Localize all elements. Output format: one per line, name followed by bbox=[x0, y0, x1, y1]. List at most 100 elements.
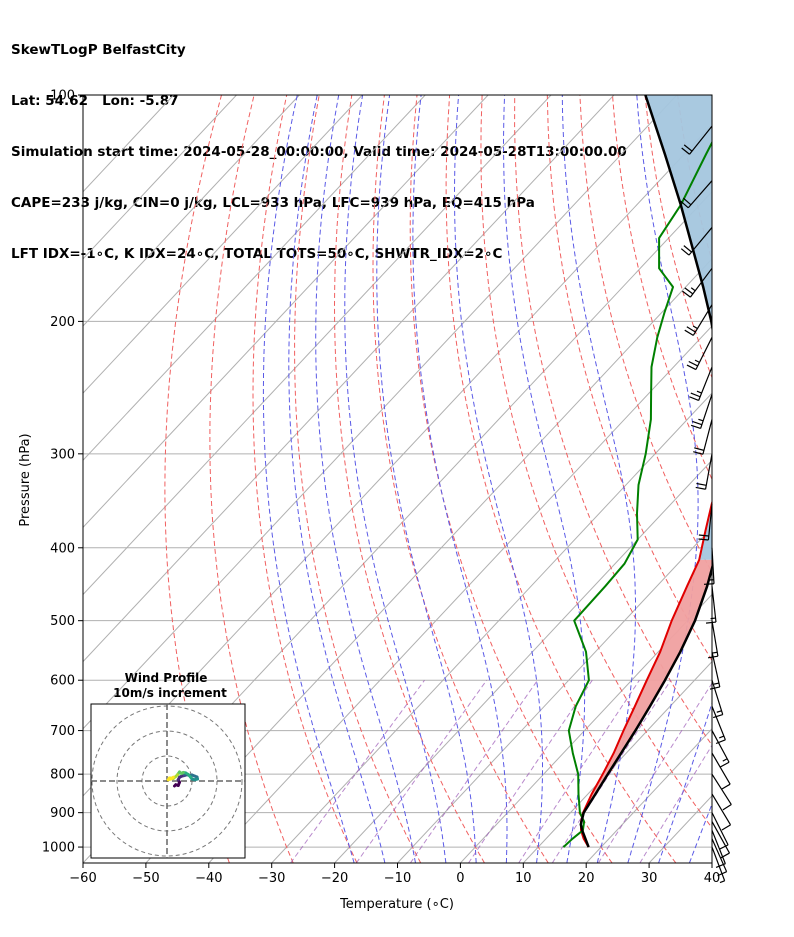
barb-half-flag bbox=[692, 325, 698, 330]
dry-adiabat bbox=[709, 95, 712, 109]
mixing-ratio-line bbox=[290, 679, 425, 863]
barb-flag bbox=[696, 482, 707, 486]
x-tick-label: −20 bbox=[321, 871, 348, 886]
hodograph-inset bbox=[90, 703, 246, 859]
moist-adiabat bbox=[288, 95, 386, 863]
isotherm-line bbox=[83, 95, 552, 596]
barb-staff bbox=[702, 419, 713, 455]
dry-adiabat bbox=[209, 95, 294, 863]
barb-half-flag bbox=[694, 359, 700, 363]
barb-flag bbox=[686, 326, 696, 333]
barb-flag bbox=[707, 655, 719, 659]
isotherm-line bbox=[83, 95, 363, 394]
dry-adiabat bbox=[333, 95, 485, 863]
dry-adiabat bbox=[252, 95, 358, 863]
moist-adiabat bbox=[262, 95, 355, 863]
wind-barb bbox=[684, 304, 713, 336]
wind-barb bbox=[693, 419, 713, 455]
mixing-ratio-line bbox=[518, 679, 640, 863]
y-axis-label: Pressure (hPa) bbox=[18, 433, 33, 526]
mixing-ratio-line bbox=[355, 679, 488, 863]
time-line: Simulation start time: 2024-05-28_00:00:… bbox=[11, 144, 627, 160]
cin-fill bbox=[581, 559, 712, 848]
y-tick-label: 400 bbox=[50, 541, 75, 556]
barb-staff bbox=[689, 125, 713, 155]
isotherm-line bbox=[334, 459, 712, 863]
dry-adiabat bbox=[409, 95, 613, 863]
wind-barb bbox=[680, 180, 713, 209]
barb-flag bbox=[683, 245, 692, 253]
adiabat-lines bbox=[164, 95, 794, 863]
moist-adiabat bbox=[344, 95, 447, 863]
wind-barb bbox=[707, 620, 719, 659]
isotherm-line bbox=[83, 95, 237, 260]
dewpoint-profile bbox=[562, 140, 712, 848]
barb-flag bbox=[719, 761, 730, 768]
dry-adiabat bbox=[445, 95, 677, 863]
y-tick-label: 200 bbox=[50, 315, 75, 330]
barb-half-flag bbox=[690, 287, 696, 292]
barb-staff bbox=[711, 730, 730, 763]
barb-flag bbox=[690, 424, 701, 429]
cape-cin-fill bbox=[581, 95, 712, 848]
isotherm-line bbox=[83, 95, 489, 529]
barb-staff bbox=[711, 752, 731, 785]
moist-adiabat bbox=[453, 95, 543, 863]
barb-flag bbox=[683, 197, 692, 206]
axes: −60 −50 −40 −30 −20 −10 0 10 20 30 40 1000 900 800 700… bbox=[42, 89, 720, 887]
location-line: Lat: 54.62 Lon: -5.87 bbox=[11, 93, 179, 109]
mixing-ratio-line bbox=[468, 679, 593, 863]
y-tick-label: 300 bbox=[50, 447, 75, 462]
barb-flag bbox=[693, 451, 704, 455]
dry-adiabat bbox=[514, 95, 712, 747]
barb-half-flag bbox=[698, 418, 704, 422]
isotherm-line bbox=[460, 593, 712, 863]
barb-flag bbox=[695, 486, 706, 490]
barb-half-flag bbox=[712, 651, 718, 654]
barb-staff bbox=[711, 706, 726, 741]
dry-adiabat bbox=[579, 95, 712, 574]
barb-staff bbox=[711, 651, 721, 688]
barb-flag bbox=[690, 392, 701, 398]
wind-barb bbox=[711, 793, 732, 831]
wind-barb bbox=[711, 830, 726, 869]
hodograph-subtitle: 10m/s increment bbox=[113, 686, 227, 700]
moist-adiabat bbox=[376, 95, 477, 863]
moist-adiabat bbox=[315, 95, 416, 863]
dry-adiabat bbox=[743, 95, 794, 863]
barb-staff bbox=[711, 620, 719, 657]
wind-barb bbox=[681, 125, 713, 155]
indices-line-1: CAPE=233 j/kg, CIN=0 j/kg, LCL=933 hPa, … bbox=[11, 195, 535, 211]
barb-half-flag bbox=[722, 758, 728, 762]
barb-flag bbox=[705, 621, 717, 624]
barb-flag bbox=[681, 147, 690, 155]
dry-adiabat bbox=[644, 95, 712, 379]
isotherm-line bbox=[83, 95, 426, 461]
grid-lines bbox=[83, 95, 712, 863]
wind-barb bbox=[711, 773, 732, 811]
barb-flag bbox=[683, 144, 693, 152]
dry-adiabat bbox=[612, 95, 712, 481]
moist-adiabat bbox=[412, 95, 508, 863]
barb-staff bbox=[711, 680, 724, 715]
barb-flag bbox=[715, 739, 726, 745]
isotherm-line bbox=[83, 95, 300, 327]
hodograph-title: Wind Profile bbox=[125, 671, 208, 685]
barb-flag bbox=[692, 420, 703, 426]
dry-adiabat bbox=[480, 95, 712, 829]
mixing-ratio-line bbox=[597, 682, 712, 863]
cape-fill bbox=[645, 95, 712, 560]
barb-flag bbox=[684, 287, 694, 295]
wind-barb bbox=[690, 394, 713, 429]
barb-flag bbox=[722, 804, 732, 811]
chart-title: SkewTLogP BelfastCity bbox=[11, 42, 186, 58]
wind-barb bbox=[711, 812, 729, 850]
wind-barb bbox=[689, 366, 713, 402]
y-tick-label: 600 bbox=[50, 674, 75, 689]
x-axis-label: Temperature (∘C) bbox=[339, 897, 454, 912]
barb-staff bbox=[711, 838, 728, 872]
chart-header: SkewTLogP BelfastCity Lat: 54.62 Lon: -5… bbox=[11, 8, 627, 280]
y-tick-label: 100 bbox=[50, 89, 75, 104]
wind-barb bbox=[711, 706, 726, 745]
wind-barb bbox=[711, 730, 730, 768]
